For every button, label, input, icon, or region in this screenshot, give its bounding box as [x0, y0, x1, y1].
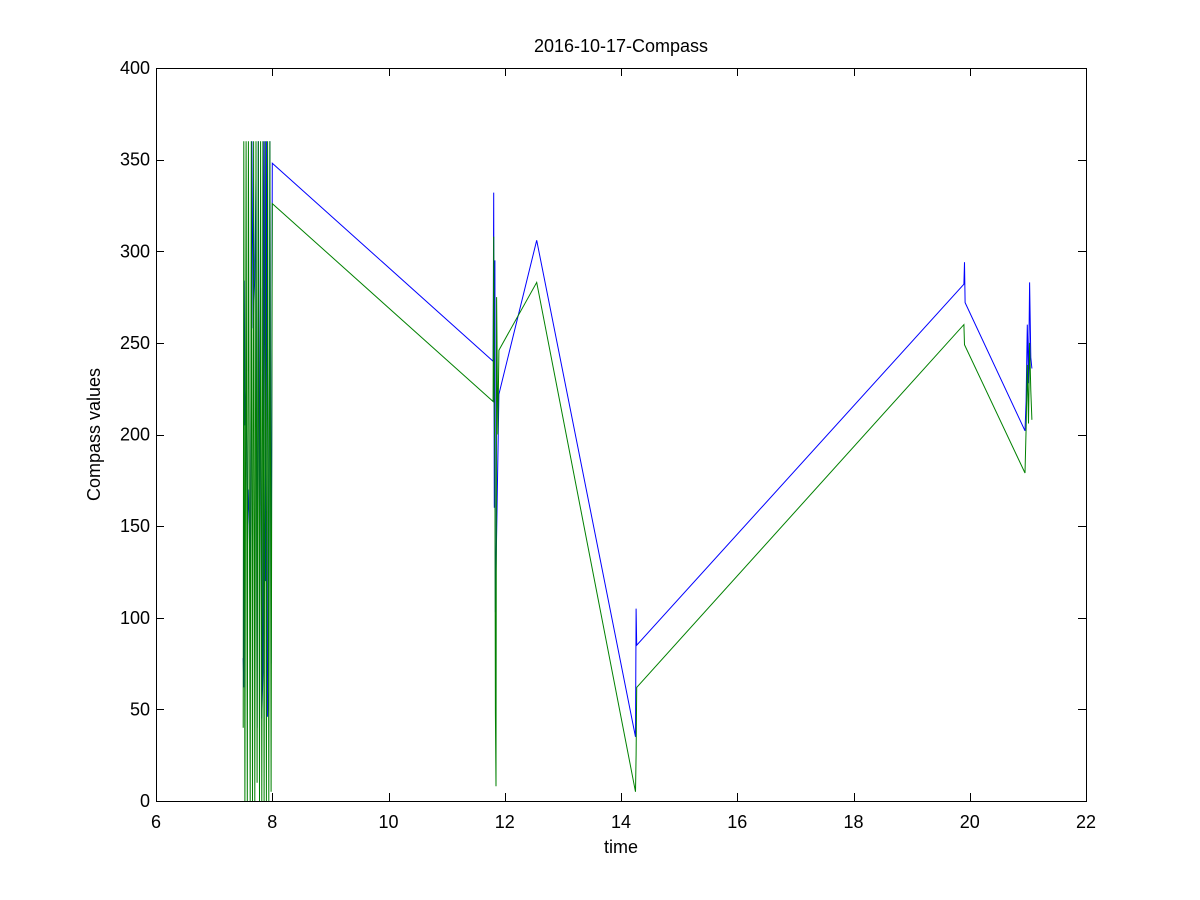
x-tick-label-16: 16 [727, 812, 747, 832]
y-tick-label-50: 50 [130, 699, 150, 719]
y-tick-label-250: 250 [120, 333, 150, 353]
chart-title: 2016-10-17-Compass [534, 36, 708, 56]
x-tick-label-8: 8 [267, 812, 277, 832]
y-tick-label-150: 150 [120, 516, 150, 536]
y-tick-label-400: 400 [120, 58, 150, 78]
x-tick-label-20: 20 [960, 812, 980, 832]
y-tick-label-200: 200 [120, 425, 150, 445]
x-tick-label-12: 12 [495, 812, 515, 832]
y-tick-label-350: 350 [120, 150, 150, 170]
y-tick-label-300: 300 [120, 241, 150, 261]
y-tick-label-100: 100 [120, 608, 150, 628]
x-tick-label-10: 10 [378, 812, 398, 832]
tick-layer: 6 8 10 12 14 16 18 20 22 0 50 100 150 200 250 300 350 400 [120, 58, 1096, 832]
x-tick-label-22: 22 [1076, 812, 1096, 832]
x-tick-label-18: 18 [843, 812, 863, 832]
x-tick-label-6: 6 [151, 812, 161, 832]
series-layer [242, 141, 1033, 802]
x-axis-label: time [604, 837, 638, 857]
y-axis-label: Compass values [84, 368, 104, 501]
y-tick-label-0: 0 [140, 791, 150, 811]
x-tick-label-14: 14 [611, 812, 631, 832]
series-line-2 [242, 141, 1033, 802]
plot-area [156, 68, 1086, 801]
